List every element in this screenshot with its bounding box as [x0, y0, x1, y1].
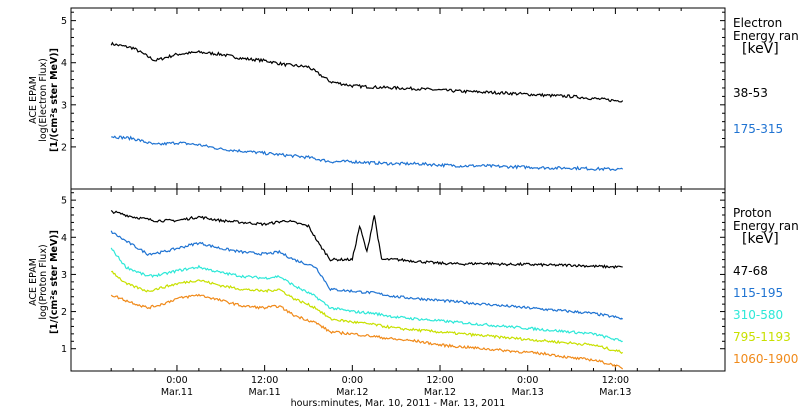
x-tick-date-label: Mar.12: [336, 387, 368, 398]
x-tick-date-label: Mar.11: [249, 387, 281, 398]
x-axis-ticks: 0:00Mar.1112:00Mar.110:00Mar.1212:00Mar.…: [161, 375, 632, 398]
proton-ylabel-line-2: log(Proton Flux): [38, 244, 49, 319]
proton-y-tick-label: 2: [61, 307, 67, 318]
x-tick-time-label: 0:00: [166, 375, 187, 386]
electron-y-tick-label: 3: [61, 100, 67, 111]
x-tick-time-label: 12:00: [251, 375, 278, 386]
proton-panel-frame: [70, 188, 726, 372]
proton-series-1060-1900: [110, 293, 624, 370]
proton-y-tick-label: 3: [61, 270, 67, 281]
electron-legend-title-3: [keV]: [742, 41, 779, 57]
proton-legend-title-2: Energy ran: [733, 219, 799, 233]
electron-y-tick-label: 5: [61, 16, 67, 27]
electron-ylabel-line-1: ACE EPAM: [28, 76, 39, 124]
electron-legend-item-38-53: 38-53: [733, 86, 768, 100]
x-tick-time-label: 0:00: [342, 375, 363, 386]
proton-legend-item-1060-1900: 1060-1900: [733, 352, 798, 366]
electron-y-ticks: 2 3 4 5: [61, 8, 725, 189]
electron-panel-frame: [70, 7, 726, 190]
proton-y-axis-label: ACE EPAM log(Proton Flux) [1/(cm²s ster …: [28, 230, 60, 334]
electron-series-38-53: [110, 41, 624, 103]
proton-legend-item-795-1193: 795-1193: [733, 330, 791, 344]
proton-legend-item-310-580: 310-580: [733, 308, 783, 322]
proton-ylabel-line-1: ACE EPAM: [28, 258, 39, 306]
proton-series-310-580: [110, 247, 623, 343]
proton-series-115-195: [110, 230, 624, 320]
proton-legend: Proton Energy ran [keV] 47-68 115-195 310-…: [733, 206, 799, 366]
proton-legend-title-1: Proton: [733, 206, 772, 220]
x-tick-time-label: 0:00: [517, 375, 538, 386]
electron-ylabel-line-2: log(Electron Flux): [38, 58, 49, 142]
x-tick-date-label: Mar.12: [424, 387, 456, 398]
proton-series-47-68: [110, 209, 623, 270]
electron-ylabel-line-3: [1/(cm²s ster MeV)]: [49, 48, 60, 152]
electron-y-tick-label: 2: [61, 142, 67, 153]
x-tick-date-label: Mar.11: [161, 387, 193, 398]
x-tick-time-label: 12:00: [602, 375, 629, 386]
x-axis-label: hours:minutes, Mar. 10, 2011 - Mar. 13, …: [291, 398, 506, 409]
proton-legend-item-47-68: 47-68: [733, 264, 768, 278]
electron-y-axis-label: ACE EPAM log(Electron Flux) [1/(cm²s ste…: [28, 48, 60, 152]
x-tick-date-label: Mar.13: [599, 387, 631, 398]
electron-series-175-315: [111, 135, 624, 172]
electron-legend-title-2: Energy ran: [733, 29, 799, 43]
proton-ylabel-line-3: [1/(cm²s ster MeV)]: [49, 230, 60, 334]
electron-y-tick-label: 4: [61, 58, 67, 69]
electron-legend-title-1: Electron: [733, 16, 782, 30]
proton-legend-item-115-195: 115-195: [733, 286, 783, 300]
x-tick-date-label: Mar.13: [512, 387, 544, 398]
proton-y-tick-label: 5: [61, 196, 67, 207]
electron-legend: Electron Energy ran [keV] 38-53 175-315: [733, 16, 799, 136]
proton-series-group: [110, 209, 624, 370]
electron-series-group: [110, 41, 624, 172]
proton-series-795-1193: [111, 270, 624, 354]
proton-legend-title-3: [keV]: [742, 231, 779, 247]
x-tick-time-label: 12:00: [426, 375, 453, 386]
proton-y-tick-label: 1: [61, 344, 67, 355]
proton-y-ticks: 1 2 3 4 5: [61, 189, 725, 371]
proton-y-tick-label: 4: [61, 233, 67, 244]
electron-legend-item-175-315: 175-315: [733, 122, 783, 136]
